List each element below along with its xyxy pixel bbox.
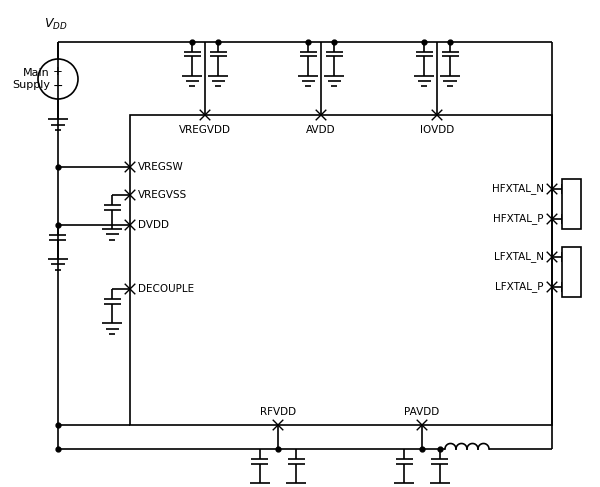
Text: AVDD: AVDD <box>306 125 336 135</box>
Bar <box>562 247 581 297</box>
Text: Main
Supply: Main Supply <box>12 68 50 90</box>
Text: $V_{DD}$: $V_{DD}$ <box>44 17 68 32</box>
Text: VREGVSS: VREGVSS <box>138 190 187 200</box>
Text: DECOUPLE: DECOUPLE <box>138 284 194 294</box>
Text: −: − <box>53 79 63 93</box>
Bar <box>130 115 552 425</box>
Text: DVDD: DVDD <box>138 220 169 230</box>
Text: VREGVDD: VREGVDD <box>179 125 231 135</box>
Text: IOVDD: IOVDD <box>420 125 454 135</box>
Text: HFXTAL_N: HFXTAL_N <box>492 184 544 194</box>
Text: PAVDD: PAVDD <box>404 407 440 417</box>
Text: LFXTAL_N: LFXTAL_N <box>494 252 544 262</box>
Text: +: + <box>53 65 63 78</box>
Text: HFXTAL_P: HFXTAL_P <box>493 213 544 225</box>
Bar <box>562 179 581 229</box>
Text: VREGSW: VREGSW <box>138 162 184 172</box>
Text: LFXTAL_P: LFXTAL_P <box>496 281 544 293</box>
Text: RFVDD: RFVDD <box>260 407 296 417</box>
